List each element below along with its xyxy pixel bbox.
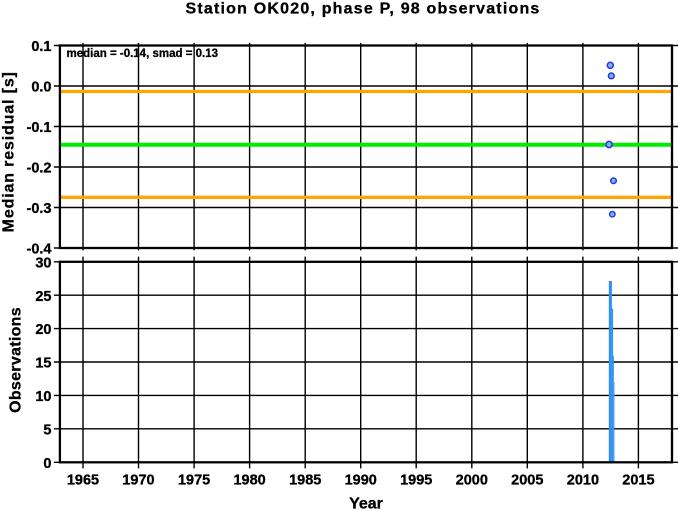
svg-text:Station OK020, phase P, 98 obs: Station OK020, phase P, 98 observations — [185, 1, 540, 18]
svg-text:10: 10 — [35, 389, 51, 405]
svg-text:2005: 2005 — [511, 473, 543, 489]
svg-text:20: 20 — [35, 322, 51, 338]
svg-text:25: 25 — [35, 289, 51, 305]
svg-text:1985: 1985 — [289, 473, 321, 489]
svg-text:-0.1: -0.1 — [27, 120, 52, 136]
svg-text:2010: 2010 — [567, 473, 599, 489]
svg-text:5: 5 — [43, 422, 51, 438]
svg-text:30: 30 — [35, 255, 51, 271]
svg-text:-0.3: -0.3 — [27, 201, 52, 217]
svg-text:Median residual [s]: Median residual [s] — [1, 71, 18, 232]
svg-text:15: 15 — [35, 356, 51, 372]
svg-text:0: 0 — [43, 456, 51, 472]
svg-text:1975: 1975 — [178, 473, 210, 489]
svg-text:0.0: 0.0 — [31, 80, 51, 96]
svg-text:2015: 2015 — [622, 473, 654, 489]
svg-text:-0.4: -0.4 — [27, 242, 52, 258]
svg-text:1970: 1970 — [122, 473, 154, 489]
svg-text:0.1: 0.1 — [31, 39, 51, 55]
svg-text:-0.2: -0.2 — [27, 161, 52, 177]
svg-text:Observations: Observations — [7, 307, 24, 413]
svg-text:2000: 2000 — [456, 473, 488, 489]
svg-text:1980: 1980 — [233, 473, 265, 489]
svg-text:Year: Year — [349, 496, 383, 511]
svg-text:median = -0.14, smad = 0.13: median = -0.14, smad = 0.13 — [67, 48, 219, 60]
svg-text:1965: 1965 — [67, 473, 99, 489]
svg-text:1995: 1995 — [400, 473, 432, 489]
svg-text:1990: 1990 — [345, 473, 377, 489]
